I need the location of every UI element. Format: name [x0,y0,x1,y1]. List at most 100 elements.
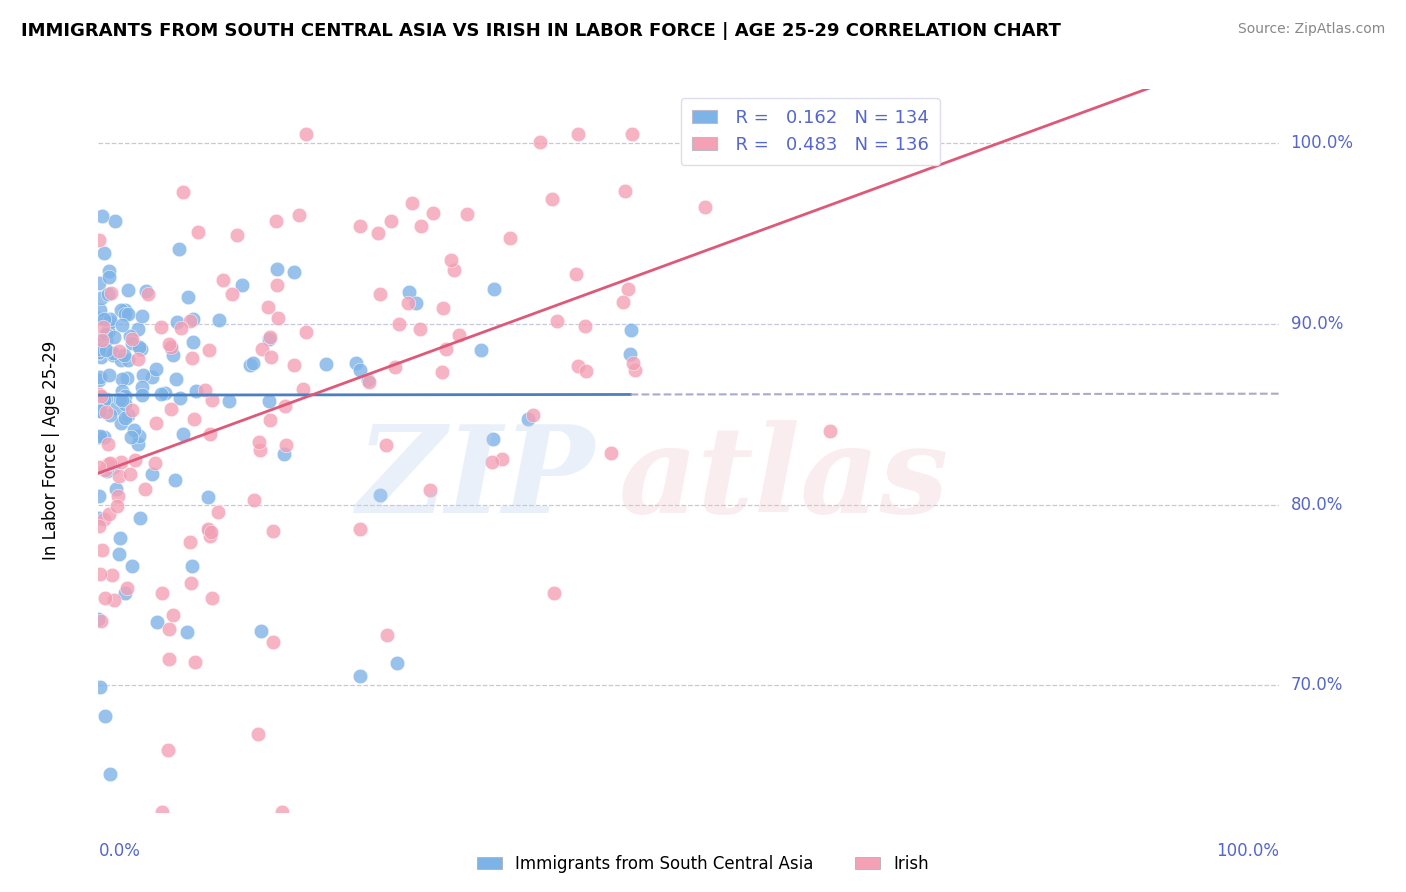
Point [96,286,118,301]
Point [108,392,131,406]
Point [170,320,193,334]
Point [157,651,180,665]
Point [114,410,136,425]
Point [434,342,457,356]
Point [482,432,505,446]
Point [104,483,127,497]
Point [283,358,305,372]
Point [405,296,427,310]
Point [90,350,112,364]
Point [242,493,264,508]
Point [90,209,112,223]
Point [111,392,134,407]
Point [357,376,380,390]
Point [200,392,222,407]
Point [430,365,453,379]
Point [87,403,110,417]
Point [349,669,371,683]
Point [456,207,478,221]
Point [131,310,153,324]
Point [273,447,295,461]
Point [87,518,110,533]
Point [118,467,141,482]
Point [380,213,402,227]
Point [162,348,184,362]
Point [97,437,120,451]
Point [149,320,172,334]
Text: ZIP: ZIP [356,420,595,539]
Point [384,359,406,374]
Point [97,324,120,338]
Point [398,285,420,300]
Point [110,455,132,469]
Point [411,219,433,233]
Text: IMMIGRANTS FROM SOUTH CENTRAL ASIA VS IRISH IN LABOR FORCE | AGE 25-29 CORRELATI: IMMIGRANTS FROM SOUTH CENTRAL ASIA VS IR… [21,22,1062,40]
Point [247,727,270,741]
Point [522,408,544,422]
Point [368,286,391,301]
Point [257,332,280,346]
Point [89,404,111,418]
Point [619,347,641,361]
Point [818,424,841,438]
Point [98,315,121,329]
Point [184,384,207,398]
Point [108,531,131,545]
Point [108,344,131,359]
Point [183,656,205,670]
Point [187,225,209,239]
Point [271,805,294,819]
Point [375,628,398,642]
Point [97,264,120,278]
Point [87,387,110,401]
Point [110,416,132,430]
Point [422,206,444,220]
Point [94,709,117,723]
Point [567,359,589,373]
Point [172,426,194,441]
Point [153,385,176,400]
Point [257,300,280,314]
Point [98,409,121,423]
Text: 80.0%: 80.0% [1291,496,1343,514]
Point [134,482,156,496]
Point [136,287,159,301]
Point [262,634,284,648]
Point [89,429,111,443]
Point [87,233,110,247]
Point [165,473,187,487]
Point [90,543,112,558]
Point [145,362,167,376]
Point [157,742,180,756]
Point [176,290,198,304]
Point [157,622,180,636]
Point [565,267,588,281]
Point [145,417,167,431]
Point [129,342,152,356]
Point [127,352,149,367]
Point [97,270,120,285]
Legend: Immigrants from South Central Asia, Irish: Immigrants from South Central Asia, Iris… [470,848,936,880]
Point [108,548,131,562]
Point [540,192,562,206]
Point [145,615,167,629]
Point [104,214,127,228]
Point [162,608,184,623]
Point [623,363,645,377]
Point [166,315,188,329]
Point [250,624,273,638]
Point [122,423,145,437]
Point [198,528,221,542]
Point [87,342,110,356]
Point [200,426,222,441]
Point [87,276,110,290]
Point [197,491,219,505]
Point [181,351,204,366]
Point [93,392,115,407]
Point [259,330,281,344]
Point [294,325,316,339]
Point [93,430,115,444]
Point [160,341,183,355]
Point [262,524,284,538]
Point [264,214,287,228]
